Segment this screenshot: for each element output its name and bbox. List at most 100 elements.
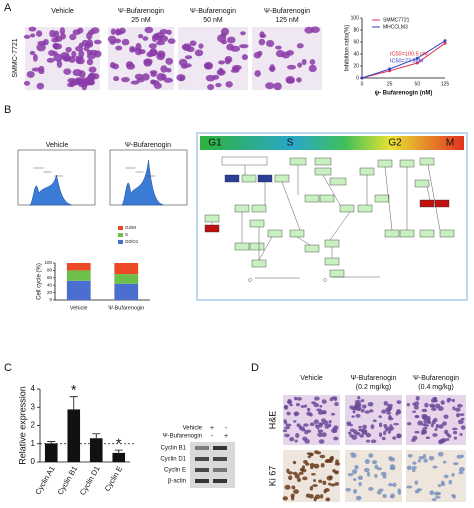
cell (53, 53, 63, 62)
x-tick-label: 50 (415, 81, 421, 87)
cell (204, 63, 210, 69)
cell (155, 41, 165, 46)
cell (445, 438, 450, 441)
node-dna (323, 278, 327, 282)
pathway-node (251, 204, 267, 213)
cell (347, 473, 354, 477)
cell (30, 33, 36, 38)
cell (189, 40, 197, 47)
y-tick-label: 20 (353, 63, 359, 69)
cell (159, 35, 168, 42)
y-tick-label: 1 (31, 439, 36, 448)
cell (371, 460, 378, 465)
legend-swatch (118, 240, 123, 244)
cell (421, 416, 428, 420)
cell (453, 436, 457, 440)
cell (306, 429, 312, 433)
lane-sign: + (210, 425, 214, 432)
cell (110, 28, 117, 35)
pathway-node (204, 214, 220, 223)
cell (432, 465, 438, 469)
cell (309, 462, 315, 468)
cell (287, 399, 292, 404)
pathway-node (399, 229, 415, 238)
cell (319, 404, 323, 408)
y-tick-label: 100 (44, 260, 52, 265)
cell (143, 59, 152, 67)
cell (49, 29, 56, 38)
cell (439, 438, 446, 444)
significance: * (116, 435, 122, 451)
y-tick-label: 40 (47, 282, 53, 287)
cell (357, 475, 364, 481)
cell (321, 399, 327, 404)
error-bar (47, 441, 56, 444)
cell (369, 409, 374, 413)
cell (429, 405, 436, 408)
cell (387, 430, 391, 434)
cell (378, 432, 383, 438)
pathway-node (419, 157, 435, 166)
cell (392, 436, 397, 440)
y-tick-label: 80 (47, 268, 53, 273)
cell (283, 419, 287, 423)
bar-segment (114, 263, 139, 275)
column-title: Ψ-Bufarenogin (413, 375, 459, 382)
x-tick-label: Vehicle (70, 305, 88, 311)
y-tick-label: 100 (351, 15, 360, 21)
cell (218, 60, 226, 65)
cell (447, 434, 452, 438)
column-dose: 50 nM (203, 17, 223, 24)
column-dose: 25 nM (131, 17, 151, 24)
cell (36, 43, 46, 52)
cell (459, 433, 463, 436)
cell (417, 459, 421, 463)
cell (313, 419, 319, 424)
cell (72, 68, 82, 77)
y-tick-label: 3 (31, 402, 36, 411)
cell (287, 471, 294, 475)
cell (284, 426, 291, 430)
pathway-node (234, 242, 250, 251)
cell (322, 480, 327, 486)
cell (448, 480, 453, 485)
row-label: Ki 67 (267, 466, 277, 487)
cell (448, 397, 452, 402)
cell (355, 413, 361, 418)
cell (292, 460, 297, 465)
cell (443, 414, 449, 419)
cell (138, 49, 146, 55)
cell (442, 460, 447, 464)
cell (431, 498, 437, 502)
y-tick-label: 40 (353, 51, 359, 57)
series-line (361, 40, 446, 79)
cell (295, 432, 300, 438)
cell (412, 435, 418, 441)
cell (435, 424, 440, 429)
cell (46, 57, 55, 63)
cell (150, 72, 157, 78)
node-dna (248, 278, 252, 282)
gate-marks (33, 167, 64, 177)
cell (362, 424, 367, 430)
cell (378, 488, 384, 492)
bar (89, 438, 103, 462)
cell (441, 480, 445, 485)
cell (273, 82, 282, 91)
column-title: Ψ-Bufarenogin (118, 8, 164, 15)
cell (335, 459, 339, 465)
cell (296, 477, 302, 483)
histogram-title: Ψ-Bufarenogin (125, 142, 171, 149)
cell (360, 408, 365, 413)
cell (384, 428, 389, 432)
cell (387, 405, 393, 411)
cell (313, 496, 317, 502)
cell (365, 432, 372, 438)
cell (378, 415, 382, 419)
error-bar (69, 396, 78, 410)
cell (357, 395, 361, 400)
cell (383, 424, 388, 428)
cell (114, 38, 121, 44)
cell (349, 423, 353, 427)
